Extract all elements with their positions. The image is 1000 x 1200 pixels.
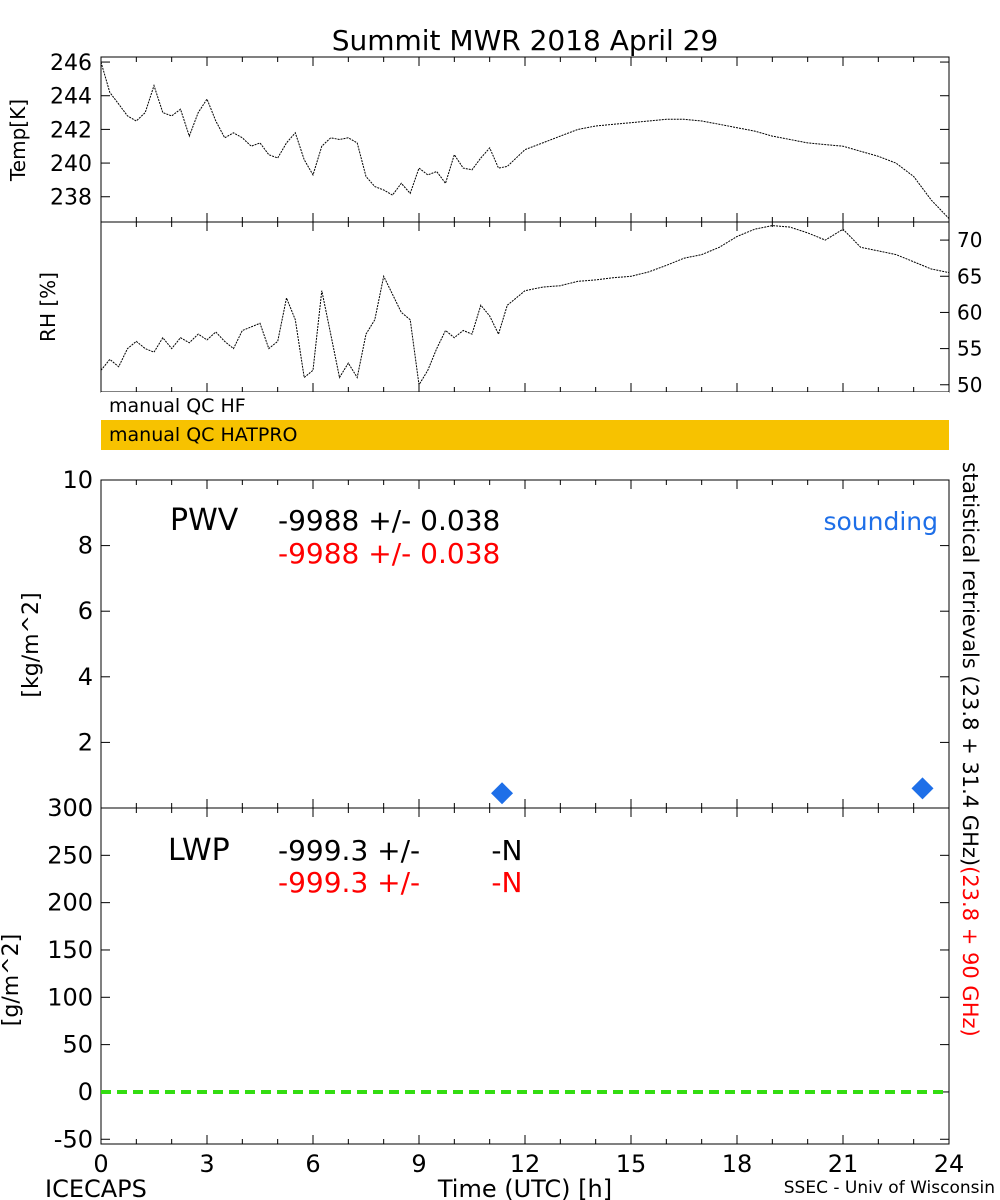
temp-y-tick-label: 244 — [50, 85, 92, 110]
pwv-label: PWV — [170, 503, 239, 538]
lwp-y-tick-label: 0 — [78, 1078, 93, 1106]
temp-y-tick-label: 242 — [50, 118, 92, 143]
lwp-panel: -50 0 50 100 150 200 250 300 [g/m^2] LWP -999.3… — [0, 794, 950, 1153]
temp-series-line — [100, 61, 950, 219]
pwv-y-ticks: 0 2 4 6 8 10 — [62, 466, 949, 822]
x-tick-label: 3 — [199, 1150, 214, 1178]
pwv-y-tick-label: 2 — [78, 728, 93, 756]
temp-x-ticks — [100, 57, 950, 222]
x-tick-label: 18 — [722, 1150, 753, 1178]
rh-y-tick-label: 65 — [957, 264, 982, 288]
lwp-y-tick-label: 200 — [47, 889, 93, 917]
rh-y-tick-label: 50 — [957, 373, 982, 397]
temp-y-tick-label: 246 — [50, 51, 92, 76]
x-tick-label: 21 — [828, 1150, 859, 1178]
temp-frame — [100, 56, 950, 223]
pwv-x-ticks — [100, 480, 950, 808]
temp-y-tick-label: 240 — [50, 152, 92, 177]
lwp-y-tick-label: 250 — [47, 841, 93, 869]
lwp-y-axis-label: [g/m^2] — [0, 934, 24, 1026]
sounding-point — [491, 782, 514, 805]
pwv-panel: 0 2 4 6 8 10 [kg/m^2] PWV -9988 +/- 0.038 -99… — [19, 466, 950, 822]
pwv-y-axis-label: [kg/m^2] — [19, 592, 44, 697]
lwp-y-tick-label: 100 — [47, 983, 93, 1011]
right-label-black: statistical retrievals (23.8 + 31.4 GHz) — [958, 462, 982, 866]
rh-series-line — [100, 225, 950, 387]
pwv-y-tick-label: 6 — [78, 597, 93, 625]
lwp-y-tick-label: 50 — [62, 1031, 93, 1059]
temp-y-axis-label: Temp[K] — [6, 99, 30, 182]
x-axis-label: Time (UTC) [h] — [437, 1175, 612, 1200]
footer-left: ICECAPS — [45, 1175, 147, 1200]
footer-right: SSEC - Univ of Wisconsin — [784, 1178, 995, 1198]
x-tick-labels: 0 3 6 9 12 15 18 21 24 — [93, 1150, 964, 1178]
pwv-y-tick-label: 4 — [78, 663, 93, 691]
rh-x-ticks — [100, 222, 950, 392]
figure-title: Summit MWR 2018 April 29 — [332, 24, 719, 57]
pwv-value-black: -9988 +/- 0.038 — [278, 504, 500, 537]
x-tick-label: 6 — [305, 1150, 320, 1178]
x-tick-label: 12 — [510, 1150, 541, 1178]
right-label-red: (23.8 + 90 GHz) — [958, 866, 982, 1037]
pwv-y-tick-label: 10 — [62, 466, 93, 494]
qc-hatpro-bar: manual QC HATPRO — [101, 420, 949, 450]
lwp-y-tick-label: 300 — [47, 794, 93, 822]
temp-panel: 238 240 242 244 246 Temp[K] — [6, 51, 950, 223]
qc-hf-label: manual QC HF — [109, 395, 246, 417]
x-tick-label: 0 — [93, 1150, 108, 1178]
rh-y-axis-label: RH [%] — [36, 272, 60, 342]
pwv-y-tick-label: 0 — [78, 794, 93, 822]
lwp-value-red: -999.3 +/- -N — [278, 866, 522, 899]
sounding-point — [911, 777, 934, 800]
lwp-value-black: -999.3 +/- -N — [278, 834, 522, 867]
pwv-value-red: -9988 +/- 0.038 — [278, 537, 500, 570]
rh-y-tick-label: 55 — [957, 337, 982, 361]
lwp-y-tick-label: 150 — [47, 936, 93, 964]
rh-y-ticks: 50 55 60 65 70 — [940, 228, 982, 397]
temp-y-ticks: 238 240 242 244 246 — [50, 51, 949, 211]
right-side-label: statistical retrievals (23.8 + 31.4 GHz)… — [958, 462, 982, 1037]
pwv-y-tick-label: 8 — [78, 532, 93, 560]
sounding-legend-label: sounding — [823, 507, 938, 536]
rh-frame — [100, 221, 950, 393]
lwp-x-ticks — [100, 808, 950, 1144]
pwv-sounding-points — [491, 777, 934, 805]
lwp-y-tick-label: -50 — [54, 1125, 93, 1153]
x-tick-label: 24 — [934, 1150, 965, 1178]
temp-y-tick-label: 238 — [50, 186, 92, 211]
rh-panel: 50 55 60 65 70 RH [%] — [36, 221, 982, 397]
x-tick-label: 15 — [616, 1150, 647, 1178]
qc-hf-bar: manual QC HF — [101, 392, 949, 420]
rh-y-tick-label: 70 — [957, 228, 982, 252]
lwp-y-ticks: -50 0 50 100 150 200 250 300 — [47, 794, 949, 1153]
qc-hatpro-label: manual QC HATPRO — [109, 424, 298, 446]
lwp-label: LWP — [168, 833, 230, 868]
x-tick-label: 9 — [411, 1150, 426, 1178]
rh-y-tick-label: 60 — [957, 300, 982, 324]
